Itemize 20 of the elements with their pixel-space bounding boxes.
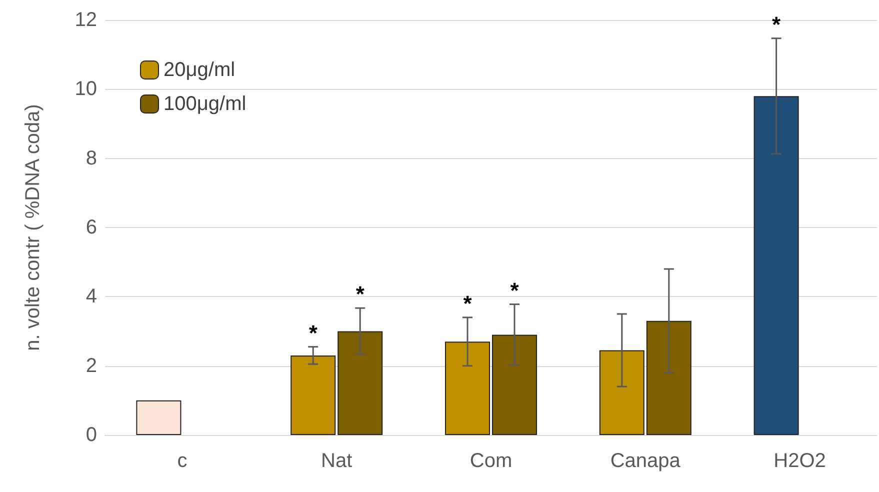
x-tick-label: c xyxy=(177,450,188,472)
y-tick-label: 8 xyxy=(86,147,97,170)
y-tick-label: 2 xyxy=(86,354,97,377)
annotation: * xyxy=(308,320,318,346)
annotation: * xyxy=(356,282,365,307)
annotation: * xyxy=(510,278,520,303)
y-axis-title: n. volte contr ( %DNA coda) xyxy=(22,104,44,351)
y-tick-label: 0 xyxy=(86,424,97,446)
y-tick-label: 10 xyxy=(74,78,97,100)
y-tick-label: 12 xyxy=(74,9,97,31)
legend-label: 100μg/ml xyxy=(164,93,246,115)
x-tick-label: Nat xyxy=(321,450,353,472)
x-tick-label: Canapa xyxy=(610,450,682,472)
y-tick-label: 4 xyxy=(86,286,97,308)
x-tick-label: H2O2 xyxy=(774,450,826,472)
x-tick-label: Com xyxy=(470,450,512,472)
annotation: * xyxy=(463,290,472,316)
legend-label: 20μg/ml xyxy=(164,59,236,81)
y-tick-label: 6 xyxy=(86,216,97,238)
annotation: * xyxy=(772,12,782,37)
